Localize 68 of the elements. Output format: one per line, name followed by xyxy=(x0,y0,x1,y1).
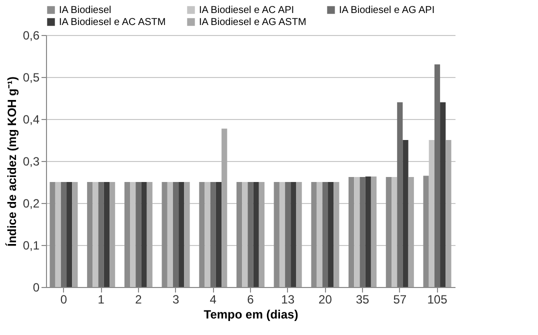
x-tick-label: 13 xyxy=(281,292,295,306)
bar xyxy=(92,182,98,287)
bar xyxy=(204,182,210,287)
bar xyxy=(66,182,72,287)
y-tick-label: 0,2 xyxy=(22,196,40,210)
legend-label: IA Biodiesel e AC API xyxy=(199,5,294,16)
x-tick-label: 57 xyxy=(393,292,407,306)
bar xyxy=(402,140,408,287)
bar xyxy=(60,182,67,287)
x-tick-label: 105 xyxy=(427,292,448,306)
x-axis-title: Tempo em (dias) xyxy=(204,308,298,322)
bar xyxy=(279,182,286,287)
bar xyxy=(290,182,296,287)
y-axis-title: Índice de acidez (mg KOH g⁻¹) xyxy=(4,76,19,247)
bar xyxy=(408,176,414,287)
bar xyxy=(55,182,61,287)
bar xyxy=(354,176,360,287)
x-tick-label: 0 xyxy=(60,292,68,306)
legend-label: IA Biodiesel e AC ASTM xyxy=(59,17,166,28)
bar xyxy=(434,64,440,287)
bar xyxy=(242,182,248,287)
legend-label: IA Biodiesel xyxy=(59,5,112,16)
bar xyxy=(146,182,152,287)
x-tick-label: 4 xyxy=(210,292,217,306)
bar xyxy=(172,182,179,287)
bar xyxy=(253,182,259,287)
bar xyxy=(136,182,142,287)
bar xyxy=(370,176,377,287)
x-tick-label: 3 xyxy=(172,292,180,306)
bar xyxy=(365,176,371,287)
bar xyxy=(184,182,190,287)
y-tick-label: 0 xyxy=(32,280,40,294)
bar xyxy=(258,182,265,287)
bar xyxy=(285,182,291,287)
bar xyxy=(110,182,116,287)
y-tick-label: 0,4 xyxy=(22,112,40,126)
bar xyxy=(178,182,184,287)
x-tick-label: 35 xyxy=(356,292,370,306)
x-tick-label: 2 xyxy=(135,292,142,306)
bar xyxy=(446,140,452,287)
legend-label: IA Biodiesel e AG ASTM xyxy=(199,17,306,28)
x-tick-label: 20 xyxy=(318,292,332,306)
bar xyxy=(130,182,136,287)
bar xyxy=(316,182,322,287)
bar xyxy=(248,182,254,287)
x-tick-label: 6 xyxy=(247,292,254,306)
bar xyxy=(210,182,216,287)
bar xyxy=(397,102,403,287)
bar xyxy=(104,182,110,287)
bar xyxy=(322,182,328,287)
bar xyxy=(216,182,222,287)
bar xyxy=(296,182,302,287)
y-tick-label: 0,1 xyxy=(22,238,40,252)
y-tick-label: 0,5 xyxy=(22,70,40,84)
bar xyxy=(98,182,104,287)
bar xyxy=(392,176,398,287)
bar xyxy=(334,182,340,287)
bar xyxy=(440,102,446,287)
bar xyxy=(167,182,173,287)
legend-label: IA Biodiesel e AG API xyxy=(339,5,435,16)
bar xyxy=(222,128,228,287)
y-tick-label: 0,6 xyxy=(22,28,40,42)
bar xyxy=(360,176,366,287)
bar xyxy=(141,182,147,287)
bar xyxy=(328,182,334,287)
y-tick-label: 0,3 xyxy=(22,154,40,168)
bar xyxy=(72,182,78,287)
x-tick-label: 1 xyxy=(98,292,105,306)
